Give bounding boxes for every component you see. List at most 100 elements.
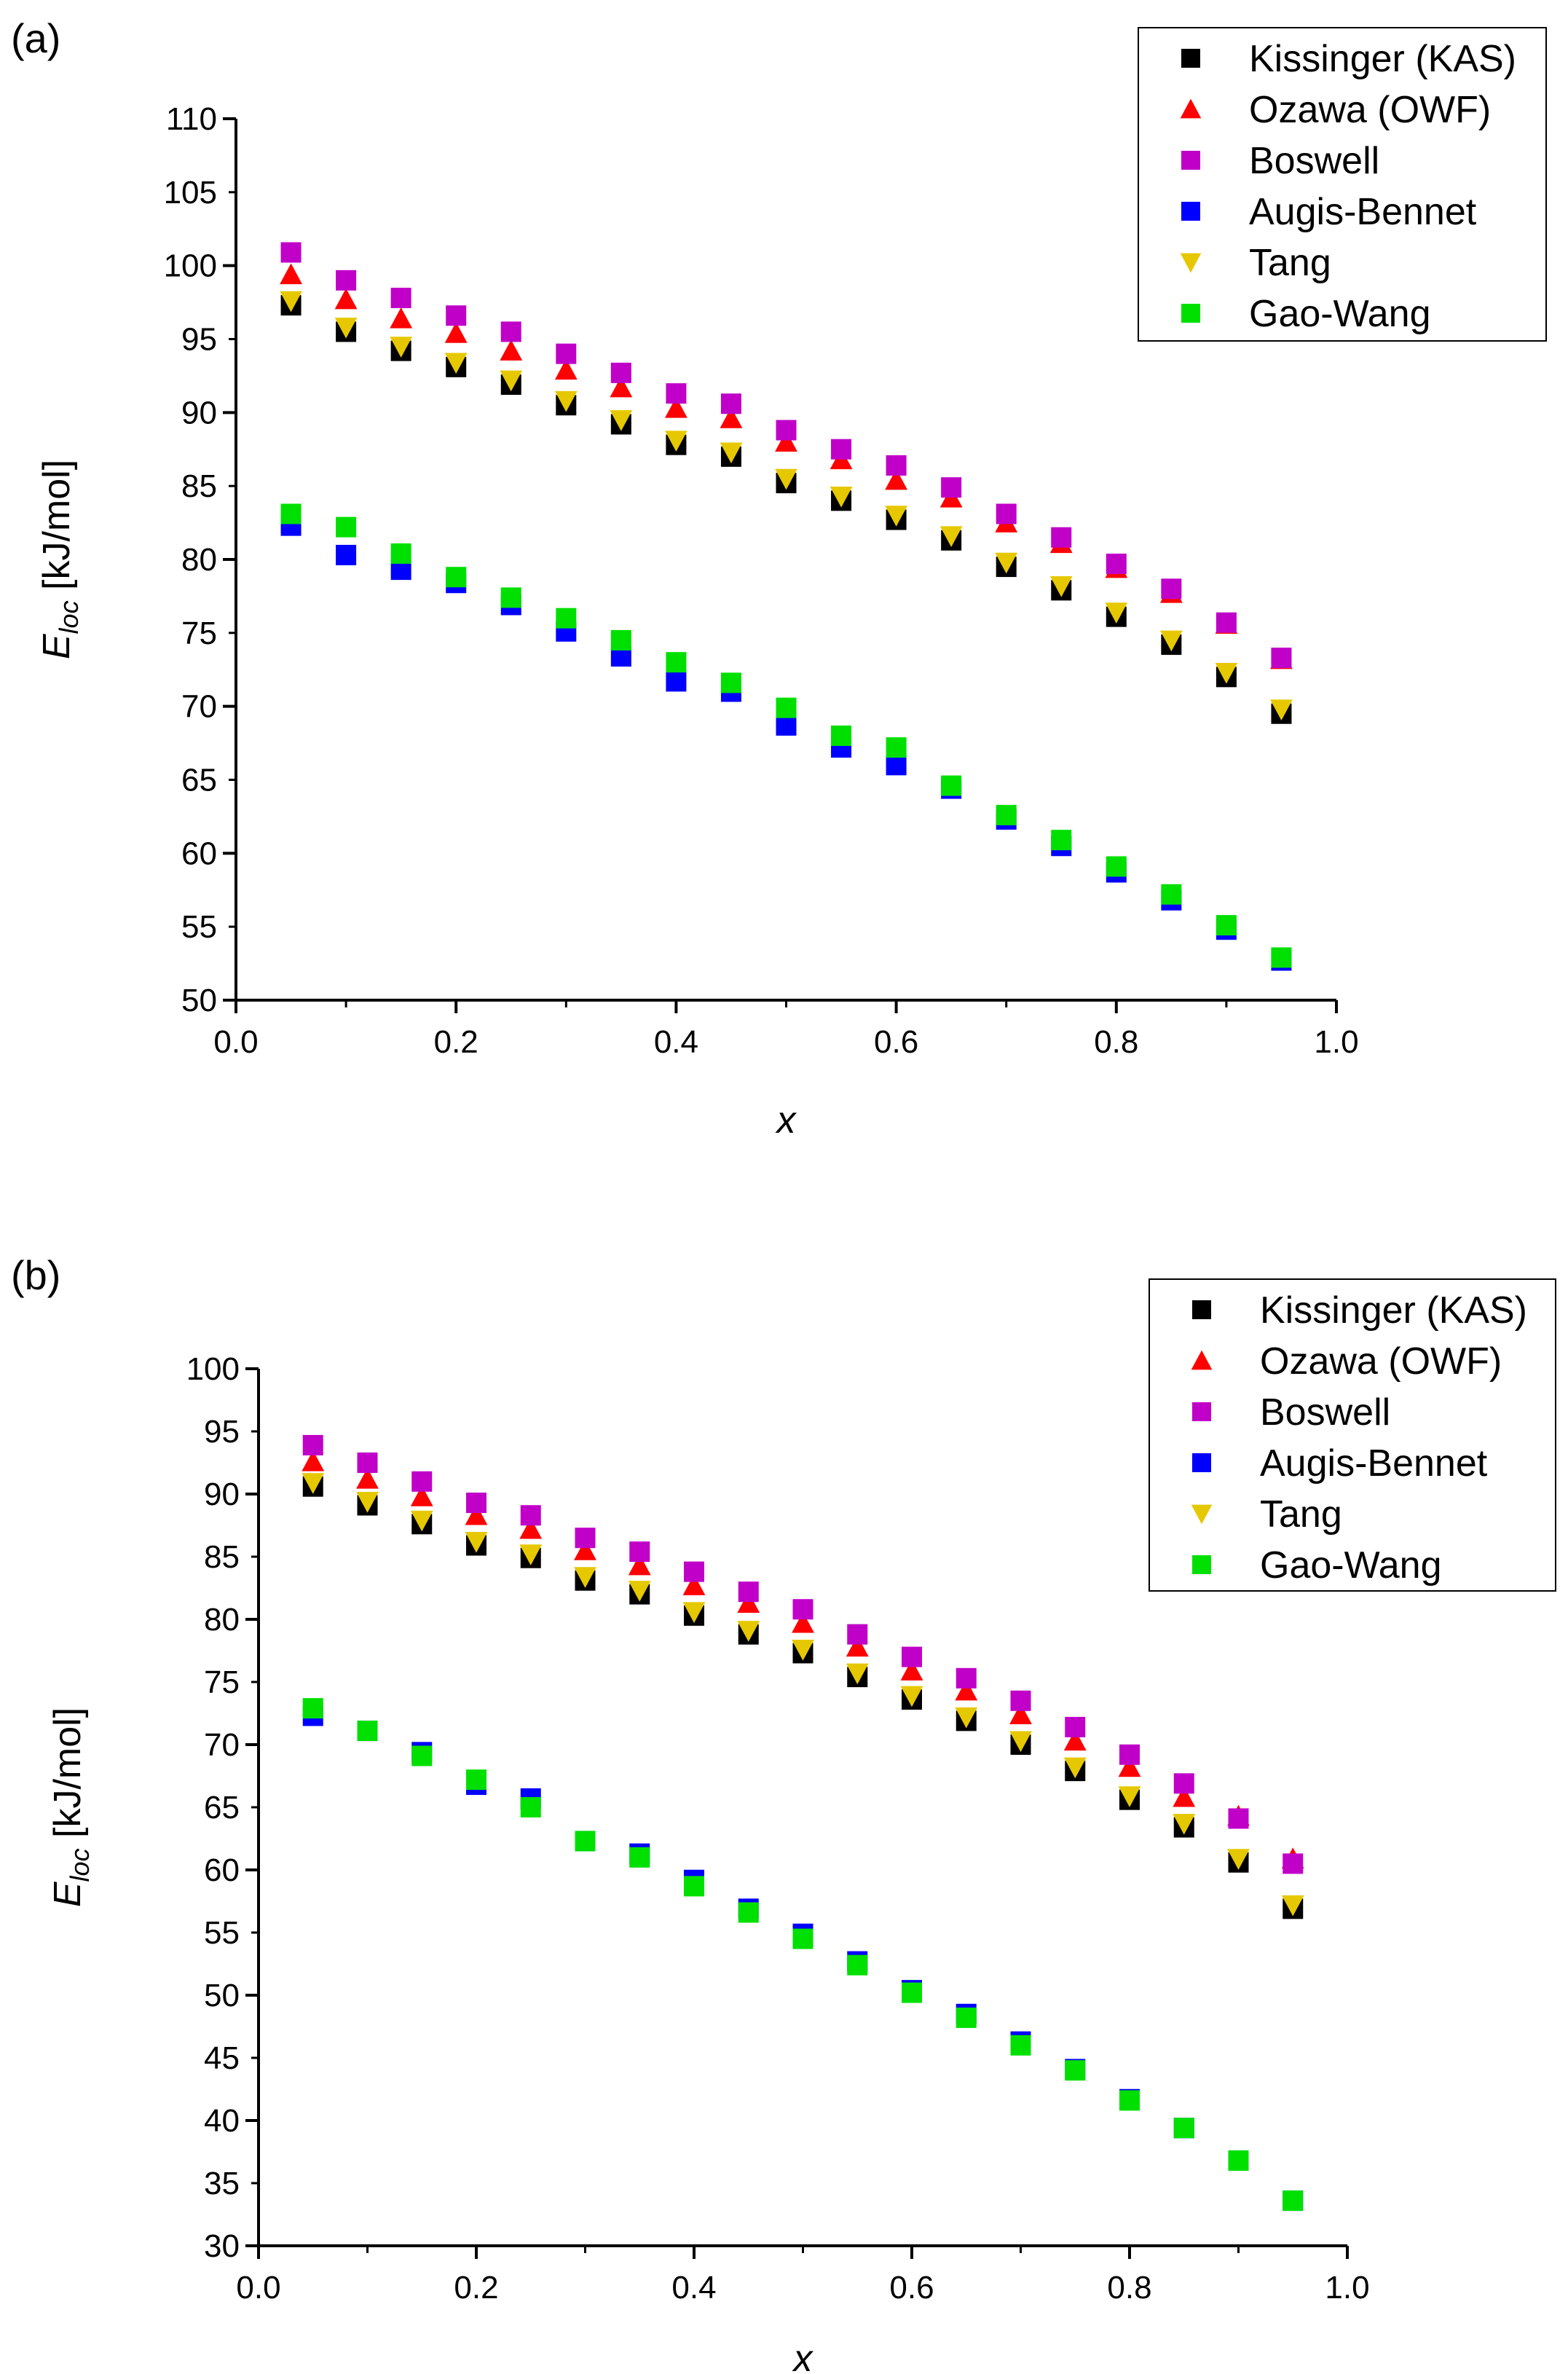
legend-marker: [1191, 1504, 1213, 1525]
data-point: [775, 431, 797, 452]
data-point: [1281, 1895, 1304, 1917]
data-point: [776, 715, 797, 736]
series-gao-wang: [280, 503, 1292, 968]
data-point: [334, 288, 358, 310]
data-point: [500, 339, 523, 361]
x-tick-label: 0.8: [1094, 1024, 1138, 1060]
data-point: [410, 1485, 433, 1506]
legend-marker: [1192, 1555, 1211, 1574]
legend-label: Kissinger (KAS): [1249, 38, 1516, 80]
data-point: [466, 1769, 486, 1791]
data-point: [465, 1504, 488, 1525]
legend-box: [1138, 27, 1547, 342]
data-point: [1173, 1814, 1196, 1835]
legend-label: Tang: [1249, 242, 1331, 284]
x-axis-label: x: [792, 2338, 814, 2374]
legend-label: Tang: [1260, 1493, 1342, 1536]
y-tick-label: 45: [204, 2040, 240, 2076]
y-tick-label: 40: [204, 2103, 240, 2139]
x-tick-label: 0.4: [671, 2270, 716, 2306]
data-point: [554, 358, 578, 380]
data-point: [738, 1581, 759, 1603]
data-point: [390, 307, 413, 329]
data-point: [1106, 554, 1127, 575]
data-point: [1227, 1849, 1250, 1870]
data-point: [336, 270, 357, 291]
legend-label: Boswell: [1260, 1391, 1390, 1434]
data-point: [610, 362, 631, 383]
legend-marker: [1181, 49, 1200, 68]
data-point: [390, 337, 413, 358]
data-point: [1216, 915, 1237, 936]
data-point: [574, 1539, 596, 1560]
series-tang: [280, 291, 1293, 720]
y-tick-label: 55: [181, 909, 217, 945]
data-point: [665, 396, 688, 418]
legend-marker: [1192, 1402, 1211, 1421]
data-point: [1065, 1716, 1086, 1737]
data-point: [1105, 602, 1128, 624]
data-point: [792, 1639, 814, 1661]
data-point: [628, 1554, 651, 1576]
x-axis-label: x: [775, 1099, 797, 1141]
data-point: [900, 1686, 923, 1707]
data-point: [776, 420, 797, 441]
legend-label: Augis-Bennet: [1260, 1442, 1488, 1485]
y-axis-label: Eloc [kJ/mol]: [47, 1707, 95, 1907]
legend-label: Ozawa (OWF): [1249, 89, 1491, 131]
data-point: [446, 567, 467, 588]
data-point: [1271, 648, 1292, 669]
data-point: [666, 652, 687, 673]
y-tick-label: 55: [204, 1915, 240, 1951]
data-point: [520, 1797, 541, 1817]
data-point: [1119, 1744, 1140, 1765]
y-tick-label: 75: [181, 616, 217, 651]
y-axis-label-unit: [kJ/mol]: [36, 460, 78, 601]
data-point: [1159, 630, 1183, 652]
data-point: [410, 1510, 433, 1532]
data-point: [720, 442, 743, 464]
data-point: [302, 1698, 323, 1719]
legend-label: Boswell: [1249, 140, 1379, 182]
y-tick-label: 65: [204, 1790, 240, 1825]
data-point: [628, 1581, 651, 1602]
data-point: [280, 242, 302, 263]
x-tick-label: 0.4: [654, 1024, 698, 1060]
y-tick-label: 50: [181, 983, 217, 1018]
data-point: [776, 697, 797, 718]
data-point: [941, 477, 962, 498]
data-point: [356, 1492, 379, 1513]
data-point: [885, 506, 907, 527]
x-tick-label: 0.2: [454, 2270, 498, 2306]
data-point: [554, 390, 578, 412]
data-point: [737, 1621, 760, 1642]
y-tick-label: 95: [204, 1414, 240, 1450]
data-point: [682, 1602, 706, 1623]
data-point: [1216, 612, 1237, 633]
data-point: [1283, 2190, 1304, 2212]
data-point: [792, 1928, 813, 1949]
data-point: [356, 1468, 379, 1489]
data-point: [556, 608, 577, 629]
x-tick-label: 1.0: [1325, 2270, 1369, 2306]
y-tick-label: 60: [181, 836, 217, 871]
legend-marker: [1181, 304, 1200, 323]
data-point: [1010, 2035, 1031, 2056]
y-tick-label: 85: [204, 1539, 240, 1575]
data-point: [466, 1493, 486, 1514]
data-point: [720, 672, 741, 693]
y-axis-label: Eloc [kJ/mol]: [36, 460, 84, 659]
legend-label: Kissinger (KAS): [1260, 1289, 1527, 1332]
data-point: [831, 439, 852, 460]
data-point: [446, 305, 467, 326]
y-tick-label: 30: [204, 2228, 240, 2264]
data-point: [500, 370, 523, 392]
y-axis-label-main: E: [36, 633, 78, 659]
data-point: [955, 1679, 978, 1701]
data-point: [792, 1611, 814, 1633]
y-tick-label: 100: [186, 1351, 240, 1387]
y-tick-label: 50: [204, 1978, 240, 2013]
data-point: [302, 1473, 325, 1494]
